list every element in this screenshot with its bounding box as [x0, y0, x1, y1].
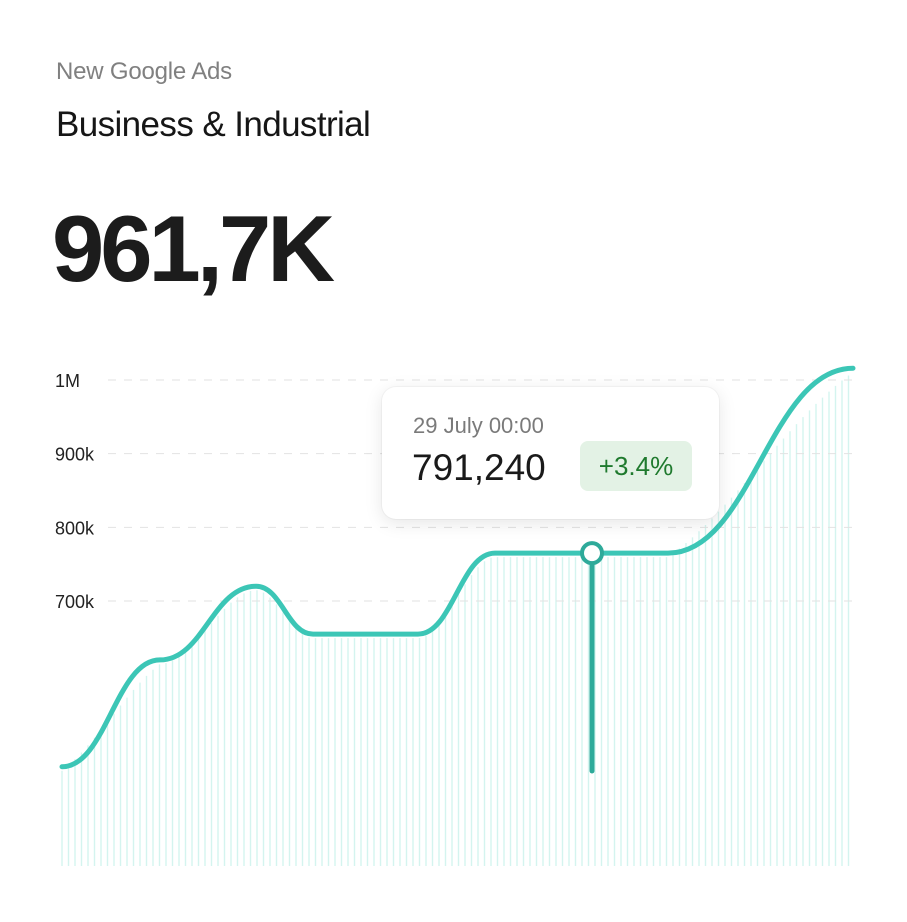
chart-subtitle: New Google Ads [56, 58, 232, 85]
y-tick-label: 800k [55, 518, 95, 538]
headline-value: 961,7K [52, 196, 335, 301]
hover-point [580, 541, 604, 566]
change-badge: +3.4% [580, 441, 692, 491]
y-tick-label: 900k [55, 445, 95, 465]
y-axis-ticks: 1M 900k 800k 700k [55, 371, 95, 612]
tooltip-date: 29 July 00:00 [413, 413, 544, 438]
tooltip-value: 791,240 [412, 447, 546, 488]
area-fill-bars [61, 375, 850, 866]
y-tick-label: 700k [55, 592, 95, 612]
y-tick-label: 1M [55, 371, 80, 391]
chart-tooltip: 29 July 00:00 791,240 +3.4% [382, 387, 719, 519]
series-line-layer [59, 365, 856, 770]
hover-marker[interactable] [580, 541, 604, 774]
series-line [59, 365, 856, 770]
chart-title: Business & Industrial [56, 105, 371, 144]
